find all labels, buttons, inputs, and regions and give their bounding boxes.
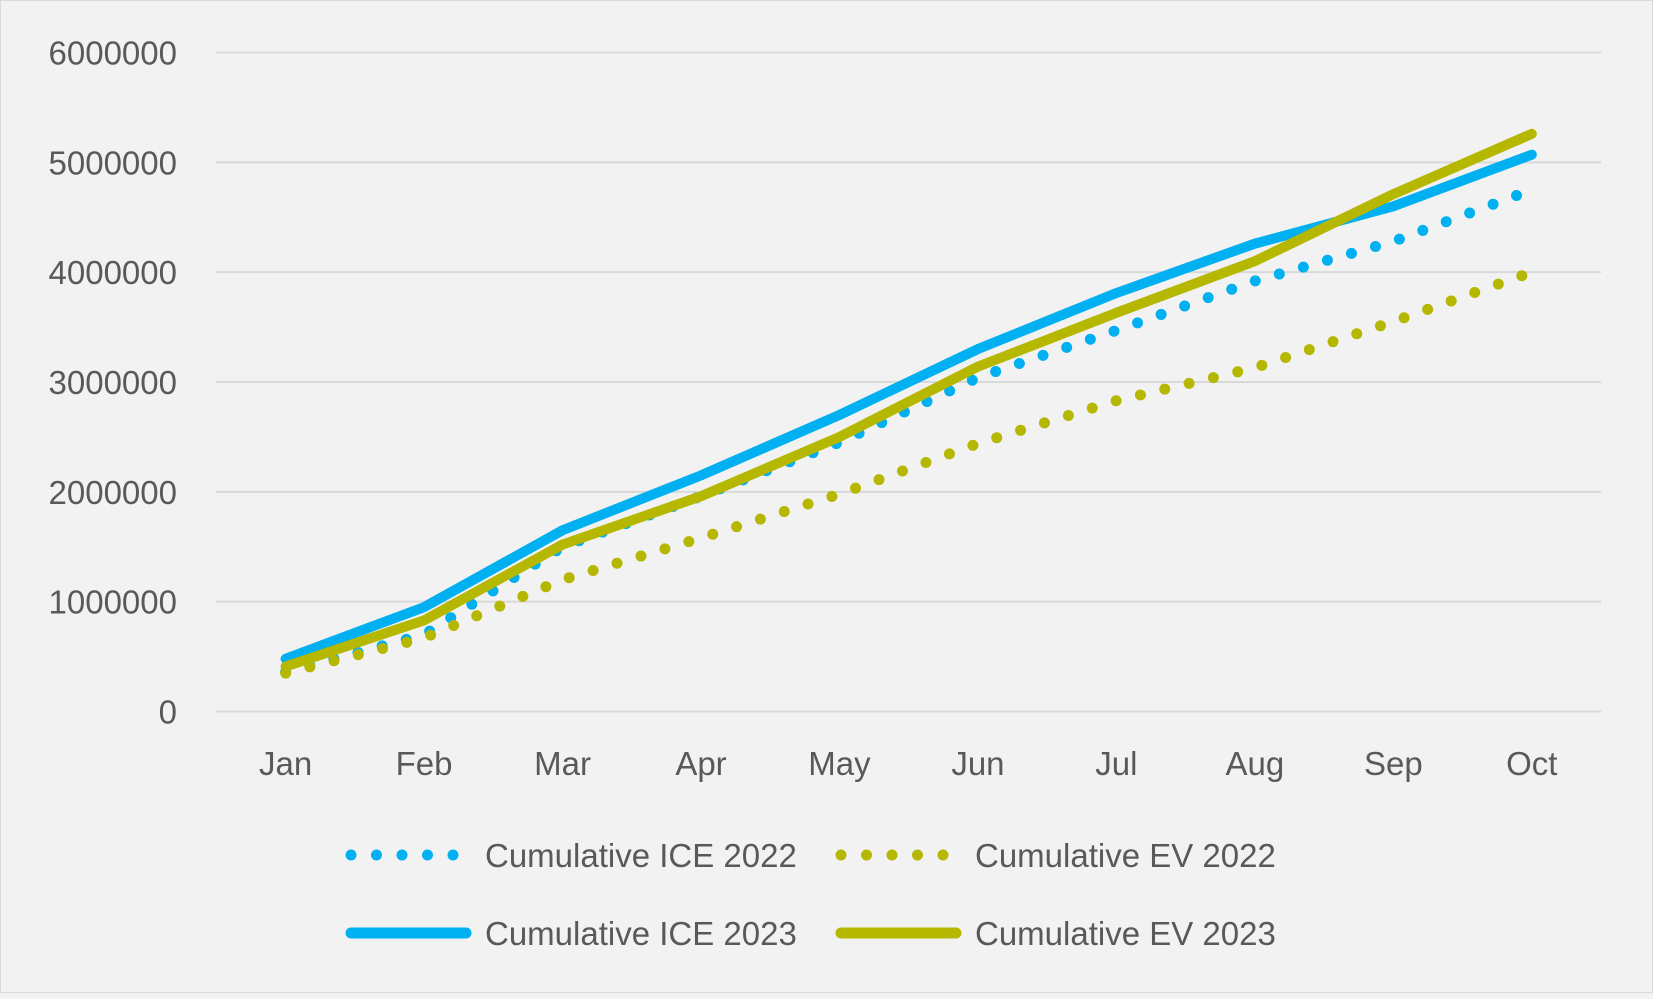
legend-item: Cumulative ICE 2022 xyxy=(351,837,797,874)
y-tick-label: 5000000 xyxy=(49,144,177,181)
series-line-cumulative-ice-2022 xyxy=(286,190,1532,672)
legend-item: Cumulative EV 2023 xyxy=(841,915,1276,952)
x-tick-label: Oct xyxy=(1506,745,1557,782)
x-tick-label: Apr xyxy=(675,745,726,782)
y-tick-label: 3000000 xyxy=(49,364,177,401)
legend-label: Cumulative ICE 2023 xyxy=(485,915,797,952)
legend-label: Cumulative EV 2022 xyxy=(975,837,1276,874)
y-tick-label: 4000000 xyxy=(49,254,177,291)
y-tick-label: 1000000 xyxy=(49,584,177,621)
legend-label: Cumulative EV 2023 xyxy=(975,915,1276,952)
series-line-cumulative-ev-2023 xyxy=(286,134,1532,667)
x-tick-label: Jan xyxy=(259,745,312,782)
x-tick-label: Sep xyxy=(1364,745,1423,782)
y-tick-label: 6000000 xyxy=(49,35,177,72)
y-tick-label: 0 xyxy=(159,694,177,731)
x-tick-label: Jun xyxy=(951,745,1004,782)
x-tick-label: Aug xyxy=(1226,745,1285,782)
x-tick-label: Mar xyxy=(534,745,591,782)
legend-item: Cumulative EV 2022 xyxy=(841,837,1276,874)
x-tick-label: Feb xyxy=(396,745,453,782)
series-line-cumulative-ev-2022 xyxy=(286,272,1532,673)
legend-label: Cumulative ICE 2022 xyxy=(485,837,797,874)
y-tick-label: 2000000 xyxy=(49,474,177,511)
x-tick-label: Jul xyxy=(1095,745,1137,782)
x-tick-label: May xyxy=(808,745,871,782)
legend-item: Cumulative ICE 2023 xyxy=(351,915,797,952)
